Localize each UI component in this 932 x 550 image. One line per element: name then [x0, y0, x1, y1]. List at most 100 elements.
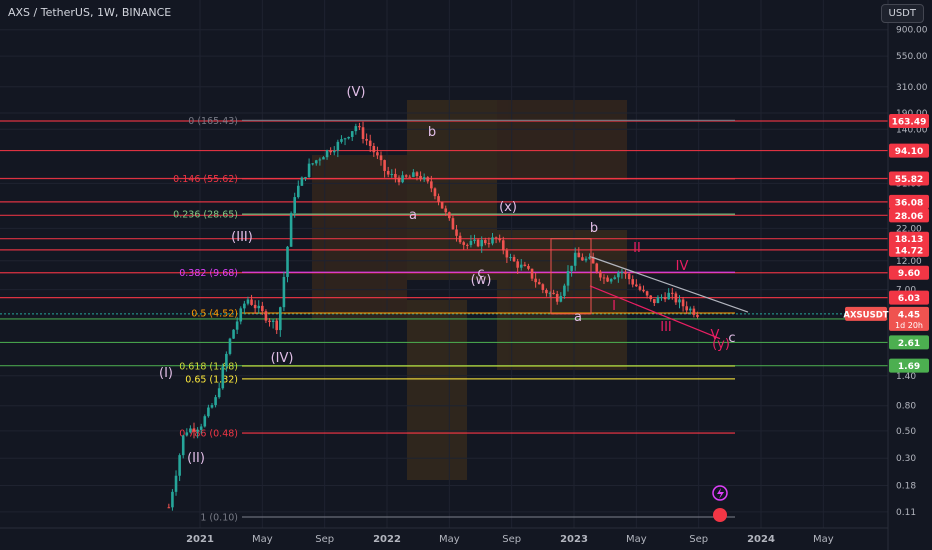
candle-body	[181, 435, 185, 456]
candle-body	[692, 308, 696, 315]
current-price-label: 4.45	[898, 310, 920, 320]
candle-body	[225, 353, 228, 367]
level-price-tag	[889, 242, 929, 257]
candle-body	[606, 277, 609, 282]
candle-body	[663, 297, 667, 300]
candle-body	[498, 238, 501, 241]
candle-body	[624, 272, 627, 274]
candle-body	[685, 306, 688, 311]
candle-body	[660, 297, 663, 299]
candle-body	[217, 388, 221, 398]
range-box	[550, 238, 592, 315]
candle-body	[239, 308, 243, 322]
level-price-tag	[889, 358, 929, 373]
level-price-label: 28.06	[895, 212, 923, 222]
candle-body	[483, 240, 487, 244]
candle-body	[394, 173, 397, 178]
candle-body	[401, 175, 404, 183]
symbol-title: AXS / TetherUS, 1W, BINANCE	[8, 6, 172, 19]
candle-body	[279, 307, 282, 331]
x-tick-label: 2022	[373, 534, 401, 545]
wave-label: (I)	[159, 366, 173, 381]
candle-body	[573, 252, 577, 266]
candle-body	[383, 160, 386, 171]
wave-label: II	[633, 241, 641, 256]
candle-body	[577, 252, 581, 258]
candle-body	[329, 150, 332, 153]
y-tick-label: 1.40	[896, 372, 916, 382]
candle-body	[232, 329, 235, 339]
candle-body	[653, 299, 656, 304]
candle-body	[422, 177, 426, 180]
fib-level-label: 0.5 (4.52)	[191, 309, 238, 320]
candle-body	[476, 239, 480, 247]
lightning-icon[interactable]	[712, 485, 728, 501]
currency-button[interactable]: USDT	[880, 4, 924, 23]
countdown-label: 1d 20h	[895, 321, 923, 330]
candle-body	[642, 289, 645, 292]
candle-body	[440, 201, 444, 209]
candle-body	[354, 126, 358, 132]
candle-body	[347, 136, 350, 139]
candle-body	[350, 131, 354, 137]
y-tick-label: 0.50	[896, 427, 916, 437]
level-price-label: 9.60	[898, 269, 920, 279]
candle-body	[469, 240, 473, 245]
level-price-label: 94.10	[895, 147, 923, 157]
level-price-tag	[889, 194, 929, 209]
candle-body	[588, 257, 591, 259]
candle-body	[627, 273, 631, 280]
wave-label: (x)	[499, 200, 517, 215]
candle-body	[257, 305, 261, 309]
candle-body	[444, 208, 448, 213]
candle-body	[404, 175, 408, 177]
y-tick-label: 550.00	[896, 52, 928, 62]
candle-body	[368, 140, 372, 146]
candle-body	[243, 303, 246, 309]
x-tick-label: May	[439, 534, 460, 545]
candle-body	[307, 163, 311, 178]
y-tick-label: 190.00	[896, 109, 928, 119]
candle-body	[473, 239, 476, 241]
candle-body	[271, 320, 275, 322]
current-price-tag	[889, 306, 929, 331]
candle-body	[509, 257, 512, 259]
candle-body	[419, 175, 422, 180]
candle-body	[358, 126, 361, 128]
candle-body	[253, 304, 257, 309]
fib-level-label: 0.236 (28.65)	[173, 210, 238, 221]
lightning-bolt-icon	[717, 488, 724, 499]
level-price-label: 55.82	[895, 175, 923, 185]
candle-body	[519, 264, 523, 268]
y-tick-label: 0.18	[896, 482, 916, 492]
flag-event-icon[interactable]	[713, 508, 727, 522]
candle-body	[415, 172, 419, 176]
symbol-tag-label: AXSUSDT	[843, 310, 888, 320]
level-price-label: 1.69	[898, 362, 920, 372]
fib-level-label: 1 (0.10)	[200, 513, 238, 524]
level-price-tag	[889, 335, 929, 350]
candle-body	[530, 268, 534, 279]
candle-body	[613, 277, 617, 280]
x-tick-label: Sep	[315, 534, 334, 545]
candle-body	[696, 314, 699, 317]
x-tick-label: 2024	[747, 534, 775, 545]
candle-body	[322, 157, 325, 160]
candle-body	[210, 405, 214, 408]
candle-body	[563, 285, 566, 296]
candle-body	[527, 266, 530, 269]
candle-body	[681, 299, 685, 307]
candle-body	[300, 177, 304, 186]
candle-body	[185, 432, 189, 436]
candle-body	[570, 265, 573, 271]
level-price-tag	[889, 114, 929, 128]
candle-body	[228, 338, 232, 354]
candle-body	[591, 257, 595, 264]
candle-body	[599, 271, 602, 278]
candle-body	[311, 163, 314, 165]
y-tick-label: 22.00	[896, 224, 922, 234]
candle-body	[372, 145, 376, 153]
candle-body	[455, 229, 458, 236]
